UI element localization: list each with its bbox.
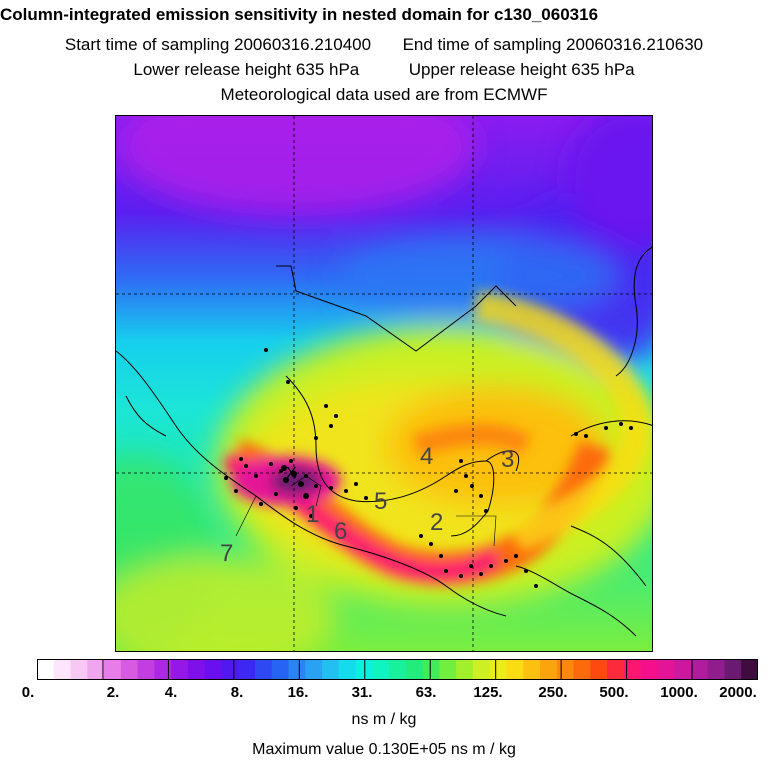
upper-release-label: Upper release height 635 hPa bbox=[408, 60, 635, 79]
release-heights: Lower release height 635 hPa Upper relea… bbox=[0, 60, 768, 80]
colorbar-tick-4: 16. bbox=[287, 684, 309, 701]
colorbar-swatch bbox=[556, 659, 575, 680]
colorbar-swatch bbox=[120, 659, 139, 680]
colorbar-swatch bbox=[472, 659, 491, 680]
coastlines bbox=[116, 246, 652, 637]
colorbar-swatch bbox=[204, 659, 222, 680]
colorbar-swatch bbox=[456, 659, 474, 680]
colorbar-units: ns m / kg bbox=[351, 711, 417, 728]
emission-sources bbox=[224, 348, 633, 588]
colorbar-swatch bbox=[137, 659, 155, 680]
colorbar-swatch bbox=[590, 659, 608, 680]
map-svg: 1 2 3 4 5 6 7 X bbox=[116, 116, 652, 651]
colorbar-tick-8: 250. bbox=[538, 684, 568, 701]
colorbar-swatch bbox=[422, 659, 440, 680]
colorbar-swatch bbox=[322, 659, 340, 680]
colorbar-swatch bbox=[389, 659, 407, 680]
colorbar-tick-3: 8. bbox=[230, 684, 244, 701]
colorbar-swatch bbox=[707, 659, 725, 680]
colorbar-swatch bbox=[271, 659, 290, 680]
colorbar-swatch bbox=[640, 659, 658, 680]
borders bbox=[235, 475, 497, 547]
region-label-5: 5 bbox=[374, 488, 387, 515]
region-label-4: 4 bbox=[420, 443, 433, 470]
sensitivity-map: 1 2 3 4 5 6 7 X bbox=[115, 115, 653, 652]
colorbar-border bbox=[37, 659, 758, 680]
colorbar-tick-7: 125. bbox=[473, 684, 503, 701]
colorbar-swatch bbox=[657, 659, 675, 680]
colorbar-swatch bbox=[53, 659, 72, 680]
lower-release-label: Lower release height 635 hPa bbox=[133, 60, 360, 79]
colorbar-swatch bbox=[372, 659, 390, 680]
plot-title: Column-integrated emission sensitivity i… bbox=[0, 5, 599, 24]
colorbar-swatch bbox=[187, 659, 206, 680]
colorbar-swatch bbox=[104, 659, 122, 680]
end-time-label: End time of sampling 20060316.210630 bbox=[402, 35, 704, 54]
region-label-2: 2 bbox=[430, 509, 443, 536]
colorbar-tick-2: 4. bbox=[164, 684, 178, 701]
colorbar-swatch bbox=[221, 659, 239, 680]
colorbar-swatch bbox=[288, 659, 306, 680]
colorbar-swatch bbox=[238, 659, 256, 680]
region-label-6: 6 bbox=[334, 518, 347, 545]
sampling-times: Start time of sampling 20060316.210400 E… bbox=[0, 35, 768, 55]
colorbar bbox=[37, 659, 758, 680]
colorbar-swatch bbox=[623, 659, 642, 680]
colorbar-swatch bbox=[523, 659, 541, 680]
colorbar-swatch bbox=[254, 659, 273, 680]
maximum-value-label: Maximum value 0.130E+05 ns m / kg bbox=[252, 741, 516, 758]
met-data-label: Meteorological data used are from ECMWF bbox=[220, 85, 548, 104]
colorbar-swatch bbox=[439, 659, 457, 680]
colorbar-swatch bbox=[405, 659, 424, 680]
region-labels: 1 2 3 4 5 6 7 bbox=[220, 443, 514, 567]
colorbar-swatch bbox=[724, 659, 742, 680]
start-time-label: Start time of sampling 20060316.210400 bbox=[64, 35, 372, 54]
colorbar-swatch bbox=[607, 659, 625, 680]
colorbar-swatch bbox=[489, 659, 507, 680]
region-label-3: 3 bbox=[501, 446, 514, 473]
region-label-1: 1 bbox=[306, 501, 319, 528]
region-label-7: 7 bbox=[220, 540, 233, 567]
colorbar-swatch bbox=[305, 659, 323, 680]
colorbar-swatch bbox=[540, 659, 558, 680]
colorbar-tick-6: 63. bbox=[415, 684, 437, 701]
release-location-marker: X bbox=[286, 465, 297, 482]
colorbar-swatch bbox=[506, 659, 524, 680]
colorbar-swatch bbox=[37, 659, 55, 680]
colorbar-swatch bbox=[741, 659, 758, 680]
colorbar-tick-9: 500. bbox=[599, 684, 629, 701]
colorbar-swatch bbox=[674, 659, 692, 680]
colorbar-tick-5: 31. bbox=[351, 684, 373, 701]
colorbar-tick-10: 1000. bbox=[660, 684, 698, 701]
colorbar-swatch bbox=[355, 659, 373, 680]
colorbar-swatch bbox=[338, 659, 357, 680]
colorbar-swatch bbox=[690, 659, 709, 680]
colorbar-swatch bbox=[70, 659, 88, 680]
colorbar-tick-11: 2000. bbox=[719, 684, 757, 701]
colorbar-swatch bbox=[573, 659, 591, 680]
colorbar-swatch bbox=[87, 659, 105, 680]
colorbar-swatch bbox=[154, 659, 172, 680]
colorbar-tick-1: 2. bbox=[106, 684, 120, 701]
colorbar-tick-0: 0. bbox=[21, 684, 35, 701]
colorbar-swatch bbox=[171, 659, 189, 680]
